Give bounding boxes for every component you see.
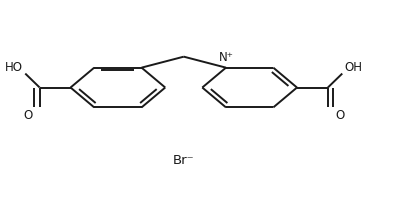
- Text: HO: HO: [5, 60, 23, 73]
- Text: OH: OH: [344, 60, 362, 73]
- Text: O: O: [335, 109, 344, 122]
- Text: N⁺: N⁺: [219, 50, 233, 63]
- Text: O: O: [23, 109, 32, 122]
- Text: Br⁻: Br⁻: [173, 153, 195, 166]
